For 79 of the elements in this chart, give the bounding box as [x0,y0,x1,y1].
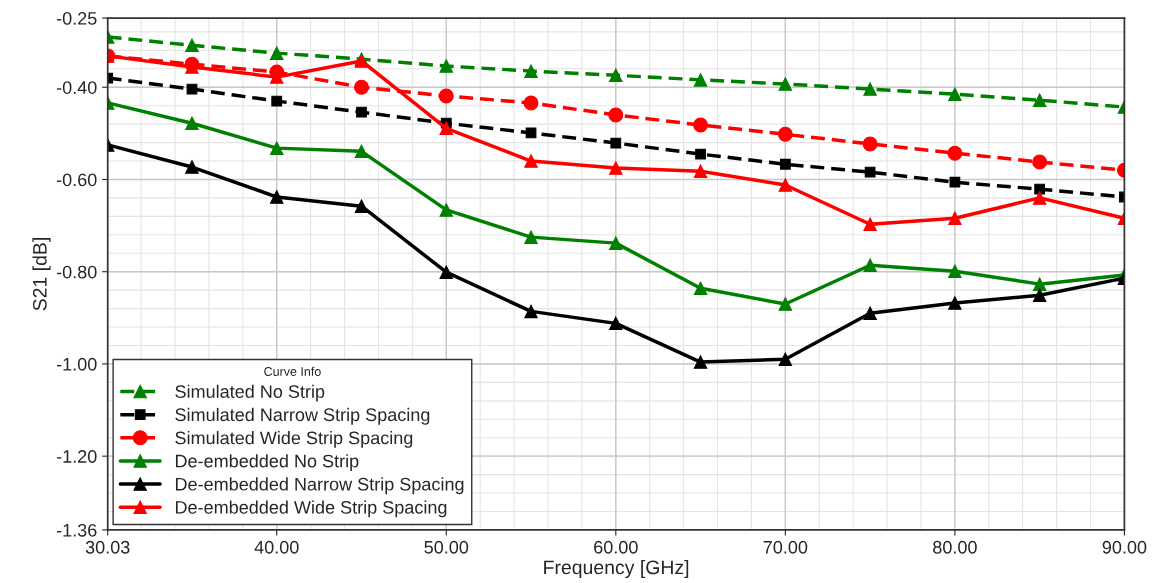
point [608,107,624,123]
point [1032,191,1047,205]
point [356,106,367,118]
point [1032,277,1047,291]
point [1032,154,1048,170]
point [524,230,538,244]
point [948,264,962,279]
x-axis-title: Frequency [GHz] [544,559,689,579]
point [185,38,199,53]
point [523,95,539,111]
point [863,82,877,96]
y-axis-title: S21 [dB] [32,238,51,311]
point [609,236,623,250]
point [948,87,962,101]
y-tick-label: -1.00 [56,357,97,371]
point [609,161,623,175]
point [524,154,538,168]
point [269,46,284,60]
point [609,68,623,83]
point [439,121,454,136]
point [693,164,708,178]
point [610,137,622,149]
legend-label: Simulated Wide Strip Spacing [175,431,413,448]
point [778,77,793,91]
point [778,352,793,367]
point [269,141,284,155]
point [354,79,369,95]
point [439,59,454,73]
point [863,258,877,273]
y-tick-label: -0.60 [56,173,97,187]
point [524,304,538,319]
point [693,355,708,369]
point [439,265,454,279]
point [948,296,962,310]
y-tick-label: -0.80 [56,265,97,279]
x-tick-label: 80.00 [933,540,977,554]
point [695,148,706,160]
x-tick-label: 30.03 [85,540,130,554]
point [609,316,623,331]
legend-title: Curve Info [264,366,321,376]
x-tick-label: 60.00 [594,540,638,554]
point [863,306,877,320]
x-tick-label: 90.00 [1102,540,1147,554]
point [949,176,961,188]
point [524,64,538,78]
x-tick-label: 50.00 [424,540,469,554]
point [693,281,708,296]
point [778,297,793,311]
point [1032,93,1047,107]
point [777,126,793,142]
point [693,73,708,87]
point [779,158,791,170]
point [271,95,283,107]
point [1032,288,1047,302]
point [778,178,793,192]
y-tick-label: -1.20 [56,450,97,463]
x-tick-label: 40.00 [254,540,299,554]
y-tick-label: -0.40 [56,81,97,94]
point [863,217,877,231]
legend-label: Simulated Narrow Strip Spacing [175,407,430,425]
point [354,199,369,213]
legend-label: De-embedded Wide Strip Spacing [175,500,447,518]
point [862,136,878,152]
point [354,144,369,159]
point [185,116,199,130]
point [693,117,709,133]
legend-label: De-embedded Narrow Strip Spacing [175,477,464,495]
y-tick-label: -1.36 [56,523,97,537]
point [1034,183,1046,195]
y-tick-label: -0.25 [56,12,97,25]
point [439,203,454,217]
point [269,190,284,204]
x-tick-label: 70.00 [763,540,808,554]
legend-label: Simulated No Strip [175,384,325,402]
point [947,145,963,161]
point [185,160,199,174]
point [438,88,454,104]
point [948,211,962,225]
legend-label: De-embedded No Strip [175,454,359,472]
